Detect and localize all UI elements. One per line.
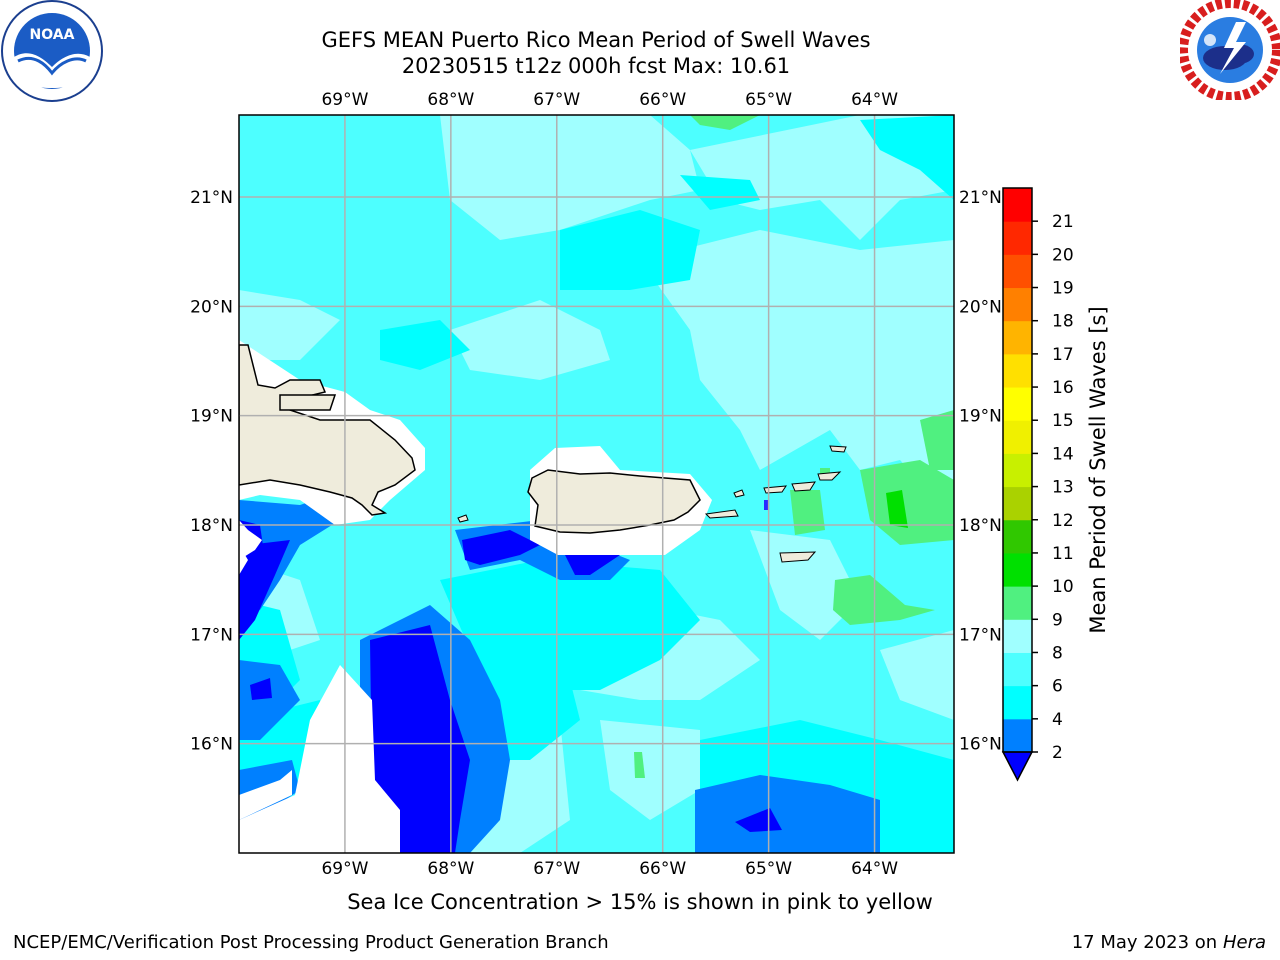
lon-tick-label: 64°W	[851, 90, 898, 110]
colorbar-segment	[1003, 254, 1032, 289]
lon-ticks-bottom: 69°W 68°W 67°W 66°W 65°W 64°W	[321, 859, 898, 879]
colorbar-segment	[1003, 586, 1032, 620]
lon-tick-label: 64°W	[851, 859, 898, 879]
map-frame	[238, 114, 955, 854]
footer-date-text: 17 May 2023 on	[1071, 932, 1218, 953]
lat-tick-label: 20°N	[959, 297, 1002, 317]
lat-tick-label: 16°N	[190, 735, 233, 755]
colorbar-tick-label: 8	[1052, 643, 1063, 663]
colorbar-tick-label: 19	[1052, 279, 1074, 299]
colorbar-extend-min	[1001, 751, 1034, 782]
colorbar-segment	[1003, 287, 1032, 322]
map-subtitle: 20230515 t12z 000h fcst Max: 10.61	[401, 54, 791, 78]
colorbar-segment	[1003, 519, 1032, 554]
lat-tick-label: 21°N	[959, 188, 1002, 208]
lon-tick-label: 65°W	[745, 90, 792, 110]
colorbar-tick-label: 20	[1052, 245, 1074, 265]
colorbar-segment	[1003, 453, 1032, 488]
colorbar-tick-label: 2	[1052, 743, 1063, 763]
colorbar-tick-label: 21	[1052, 212, 1074, 232]
colorbar-label: Mean Period of Swell Waves [s]	[1086, 306, 1110, 633]
colorbar-segment	[1003, 320, 1032, 355]
lat-tick-label: 17°N	[190, 625, 233, 645]
colorbar-segment	[1003, 188, 1032, 222]
lon-tick-label: 66°W	[639, 859, 686, 879]
swell-period-field	[239, 115, 954, 853]
lon-tick-label: 67°W	[533, 90, 580, 110]
colorbar-tick-label: 6	[1052, 677, 1063, 697]
colorbar-tick-label: 16	[1052, 378, 1074, 398]
colorbar-frame	[1002, 187, 1033, 753]
colorbar-segment	[1003, 685, 1032, 720]
colorbar-tick-label: 15	[1052, 411, 1074, 431]
lon-tick-label: 67°W	[533, 859, 580, 879]
colorbar-segment	[1003, 486, 1032, 521]
colorbar-tick-label: 13	[1052, 478, 1074, 498]
lat-tick-label: 18°N	[190, 516, 233, 536]
footer-credit: NCEP/EMC/Verification Post Processing Pr…	[13, 932, 609, 953]
colorbar-tick-label: 14	[1052, 444, 1074, 464]
colorbar-segment	[1003, 221, 1032, 255]
colorbar-segment	[1003, 420, 1032, 454]
lat-tick-label: 16°N	[959, 735, 1002, 755]
lon-tick-label: 68°W	[427, 90, 474, 110]
noaa-logo-icon: NOAA	[1, 0, 103, 102]
noaa-logo-text: NOAA	[30, 27, 75, 43]
nws-logo-icon	[1180, 0, 1280, 100]
lat-tick-label: 19°N	[190, 407, 233, 427]
colorbar-segment	[1003, 619, 1032, 653]
lat-tick-label: 17°N	[959, 625, 1002, 645]
colorbar-tick-label: 18	[1052, 312, 1074, 332]
map-title: GEFS MEAN Puerto Rico Mean Period of Swe…	[321, 28, 871, 52]
lat-ticks-right: 21°N 20°N 19°N 18°N 17°N 16°N	[959, 188, 1002, 755]
colorbar: 2 4 6 8 9 10 11 12 13 14 15 16 17 18 19 20 21	[1001, 187, 1074, 782]
lat-ticks-left: 21°N 20°N 19°N 18°N 17°N 16°N	[190, 188, 233, 755]
lon-tick-label: 69°W	[321, 859, 368, 879]
lon-tick-label: 69°W	[321, 90, 368, 110]
lat-tick-label: 19°N	[959, 407, 1002, 427]
colorbar-tick-label: 17	[1052, 345, 1074, 365]
colorbar-tick-label: 9	[1052, 610, 1063, 630]
lat-tick-label: 18°N	[959, 516, 1002, 536]
footer-date: 17 May 2023 on Hera	[1072, 932, 1266, 953]
lon-tick-label: 66°W	[639, 90, 686, 110]
lon-ticks-top: 69°W 68°W 67°W 66°W 65°W 64°W	[321, 90, 898, 110]
colorbar-segment	[1003, 718, 1032, 753]
lat-tick-label: 20°N	[190, 297, 233, 317]
colorbar-tick-label: 11	[1052, 544, 1074, 564]
sea-ice-note: Sea Ice Concentration > 15% is shown in …	[347, 890, 933, 914]
lon-tick-label: 65°W	[745, 859, 792, 879]
colorbar-segment	[1003, 552, 1032, 587]
colorbar-tick-label: 10	[1052, 577, 1074, 597]
map-gridlines	[239, 115, 954, 853]
colorbar-segment	[1003, 387, 1032, 421]
colorbar-segment	[1003, 353, 1032, 388]
colorbar-tick-label: 4	[1052, 710, 1063, 730]
footer-host: Hera	[1222, 932, 1266, 953]
colorbar-segment	[1003, 652, 1032, 687]
colorbar-tick-label: 12	[1052, 511, 1074, 531]
lat-tick-label: 21°N	[190, 188, 233, 208]
lon-tick-label: 68°W	[427, 859, 474, 879]
